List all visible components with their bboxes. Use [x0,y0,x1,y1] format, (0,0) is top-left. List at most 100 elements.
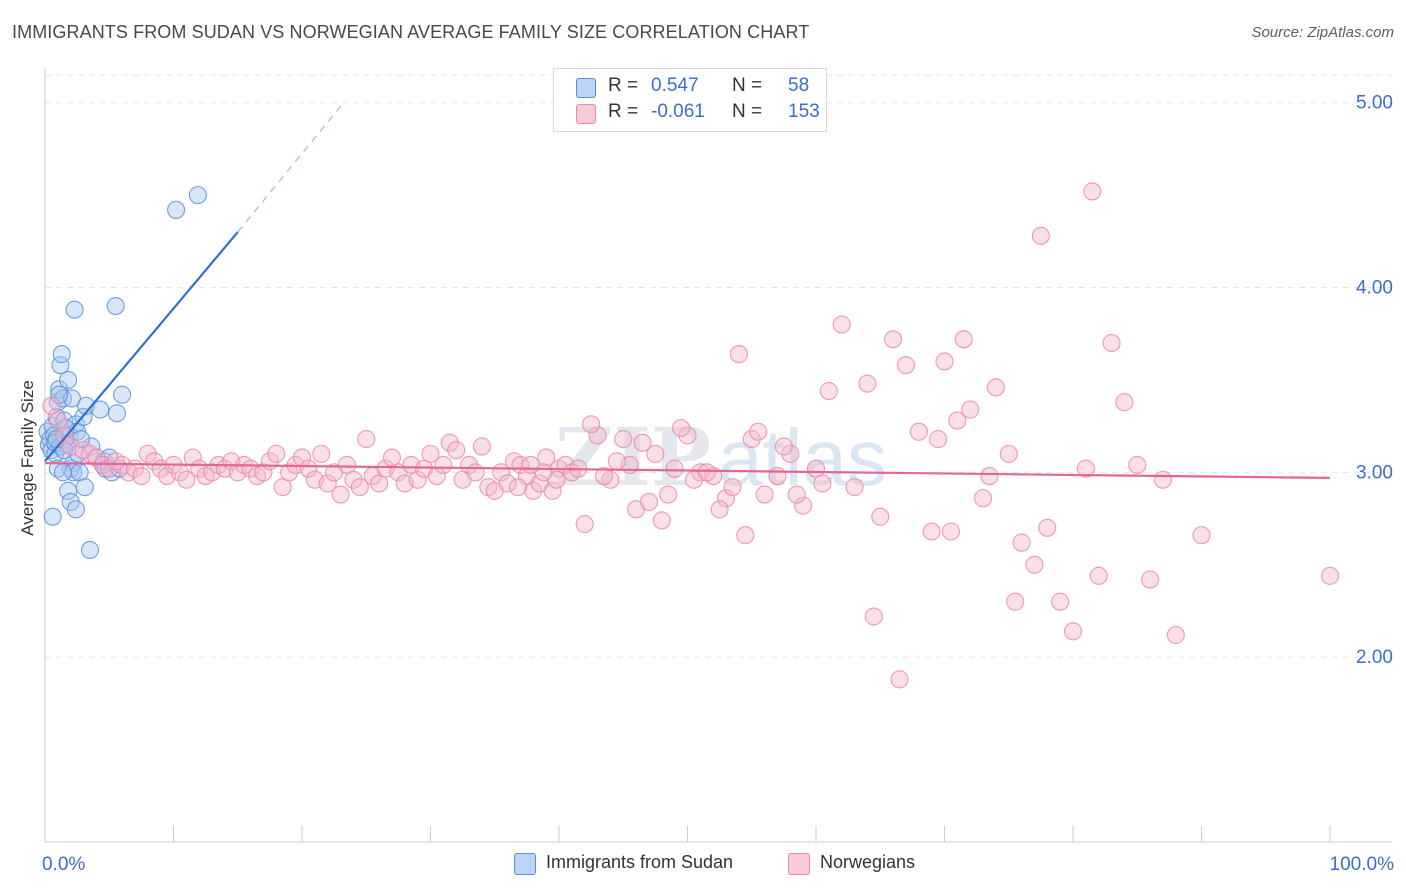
correlation-legend: R = 0.547 N = 58 R = -0.061 N = 153 [553,68,827,132]
norwegian-point [1051,592,1070,611]
norwegian-point [588,426,607,445]
norwegian-point [280,463,299,482]
norwegian-point [672,418,691,438]
norwegian-legend-label: Norwegians [820,852,916,872]
grid-layer [45,74,1392,658]
norwegian-point [472,437,491,456]
sudan-point [59,370,78,390]
sudan-point [167,200,186,219]
norwegian-point [929,430,948,449]
norwegian-point [633,433,652,452]
source-label: Source: ZipAtlas.com [1251,24,1394,41]
trend-lines-layer [44,106,1331,480]
norwegian-point [896,356,916,375]
y-tick-label: 2.00 [1356,647,1393,668]
norwegian-point [183,448,202,467]
norwegian-point [421,444,440,463]
sudan-point [43,507,62,526]
norwegian-point [973,489,993,508]
n-label: N = [732,75,763,96]
sudan-point [188,186,207,205]
norwegian-point [1128,455,1147,475]
norwegian-point [55,426,74,445]
norwegian-trend-line [44,462,1331,480]
n-value: 153 [788,101,820,122]
norwegian-point [466,463,485,482]
norwegian-point [312,444,331,463]
norwegian-point [723,478,742,497]
norwegian-point [498,474,517,493]
norwegian-point [742,430,761,449]
norwegian-point [716,489,736,508]
sudan-point [80,540,100,560]
norwegian-point [871,507,890,526]
norwegian-point [832,315,851,334]
n-label: N = [732,101,763,122]
norwegian-point [909,422,928,441]
norwegian-point [736,526,755,545]
sudan-point [65,300,84,319]
norwegian-point [1031,226,1050,245]
norwegian-point [749,422,768,441]
norwegian-point [665,459,684,478]
norwegian-point [1153,470,1172,489]
norwegian-point [794,496,813,515]
norwegian-point [1083,182,1102,201]
norwegian-point [459,455,479,475]
norwegian-point [781,444,800,463]
y-tick-label: 4.00 [1356,278,1393,299]
y-tick-label: 3.00 [1356,462,1393,483]
norwegian-swatch [576,104,596,124]
norwegian-point [954,330,973,349]
tick-labels-layer: 2.00 3.00 4.00 5.00 0.0% 100.0% [42,93,1394,875]
norwegian-point [710,500,729,519]
sudan-point [113,385,132,404]
sudan-points-layer [38,186,207,560]
norwegian-point [684,470,703,489]
norwegian-point [858,374,877,393]
norwegian-point [941,522,960,541]
chart-title: IMMIGRANTS FROM SUDAN VS NORWEGIAN AVERA… [12,22,810,42]
norwegian-point [524,481,543,500]
norwegian-point [138,444,157,463]
norwegian-point [986,378,1005,397]
sudan-legend-label: Immigrants from Sudan [546,852,734,872]
norwegian-point [774,437,793,456]
norwegian-point [980,467,999,486]
norwegian-point [639,492,659,511]
norwegian-point [331,485,350,504]
norwegian-point [299,459,318,478]
sudan-trend-line [44,231,239,462]
norwegian-point [177,470,196,489]
norwegian-point [1038,518,1057,537]
r-value: 0.547 [651,75,699,96]
norwegian-point [132,467,151,486]
watermark-atlas: atlas [718,413,887,502]
sudan-point [53,463,73,482]
norwegian-point [318,474,337,493]
norwegian-point [87,448,106,467]
norwegian-point [594,467,614,486]
sudan-legend-swatch [514,853,536,875]
sudan-point [107,404,127,423]
norwegian-point [845,478,864,497]
norwegian-point [948,411,967,430]
watermark-layer: ZIP atlas [555,410,887,504]
norwegian-point [652,511,671,530]
norwegian-point [1115,393,1134,412]
sudan-trend-extension [237,106,342,233]
norwegian-point [813,474,832,493]
sudan-swatch [576,78,596,98]
norwegian-point [357,430,376,449]
norwegian-point [864,607,883,626]
norwegian-point [678,426,697,445]
sudan-point [66,500,85,519]
norwegian-point [447,441,466,460]
norwegian-points-layer [42,182,1340,689]
norwegian-point [350,478,369,497]
sudan-point [77,396,96,415]
norwegian-point [614,430,633,449]
norwegian-point [922,522,941,541]
y-axis-label: Average Family Size [18,380,37,536]
